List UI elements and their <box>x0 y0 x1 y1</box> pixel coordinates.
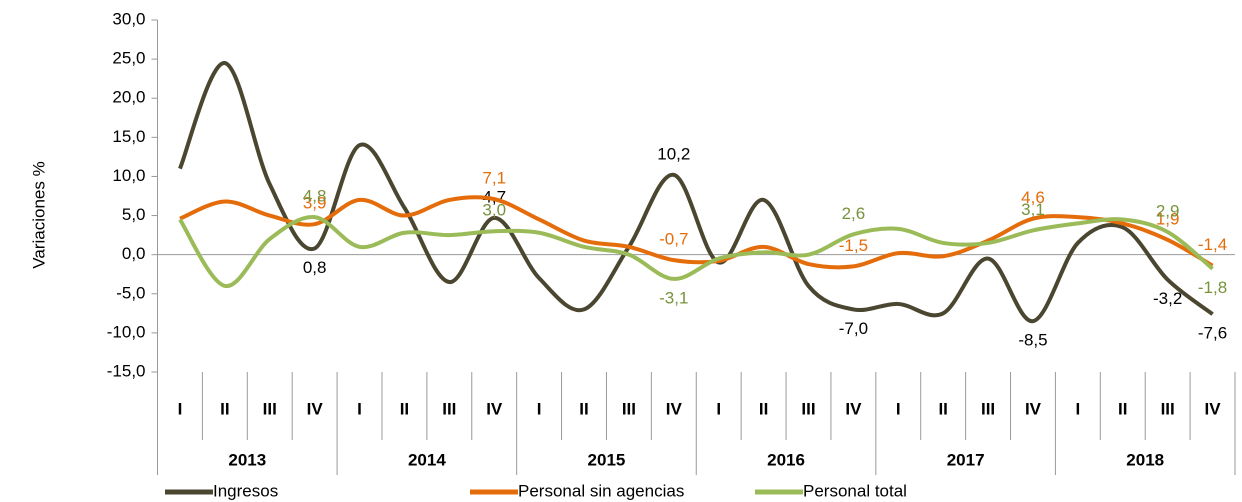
x-tick-label: IV <box>307 399 324 418</box>
x-tick-label: II <box>579 399 588 418</box>
data-label: -1,5 <box>839 236 868 255</box>
data-label: -3,1 <box>659 288 688 307</box>
series-line <box>178 61 1214 324</box>
x-tick-label: II <box>220 399 229 418</box>
x-tick-label: III <box>442 399 456 418</box>
y-tick-label: -10,0 <box>107 322 146 341</box>
data-label: -3,2 <box>1153 289 1182 308</box>
group-label: 2014 <box>408 450 446 469</box>
x-tick-label: IV <box>845 399 862 418</box>
y-tick-label: 5,0 <box>122 205 146 224</box>
y-tick-label: 20,0 <box>112 88 145 107</box>
data-label: -0,7 <box>659 230 688 249</box>
y-tick-label: 30,0 <box>112 9 145 28</box>
x-tick-label: III <box>1161 399 1175 418</box>
x-tick-label: I <box>357 399 362 418</box>
x-tick-label: II <box>759 399 768 418</box>
x-tick-label: I <box>1075 399 1080 418</box>
data-label: -7,6 <box>1198 324 1227 343</box>
series-line <box>178 215 1214 288</box>
data-label: 1,9 <box>1156 209 1180 228</box>
data-label: 0,8 <box>303 258 327 277</box>
data-label: 7,1 <box>482 169 506 188</box>
data-label: -1,4 <box>1198 235 1227 254</box>
legend-label: Personal total <box>803 481 907 500</box>
x-tick-label: III <box>263 399 277 418</box>
y-tick-label: 15,0 <box>112 127 145 146</box>
data-label: -8,5 <box>1018 331 1047 350</box>
x-tick-label: IV <box>486 399 503 418</box>
x-tick-label: III <box>981 399 995 418</box>
x-tick-label: I <box>896 399 901 418</box>
x-tick-label: II <box>400 399 409 418</box>
x-tick-label: III <box>622 399 636 418</box>
x-tick-label: I <box>716 399 721 418</box>
data-label: 10,2 <box>657 144 690 163</box>
x-tick-label: I <box>537 399 542 418</box>
data-label: 3,9 <box>303 194 327 213</box>
y-tick-label: 25,0 <box>112 49 145 68</box>
data-label: 4,8 <box>303 187 327 206</box>
x-tick-label: II <box>1118 399 1127 418</box>
y-tick-label: 0,0 <box>122 244 146 263</box>
group-label: 2015 <box>588 450 626 469</box>
group-label: 2013 <box>228 450 266 469</box>
x-tick-label: IV <box>1205 399 1222 418</box>
data-label: 2,6 <box>842 204 866 223</box>
y-tick-label: 10,0 <box>112 166 145 185</box>
x-tick-label: I <box>178 399 183 418</box>
data-label: 4,6 <box>1021 188 1045 207</box>
legend-label: Personal sin agencias <box>518 481 684 500</box>
y-axis-label: Variaciones % <box>29 161 48 268</box>
series-line <box>179 195 1214 270</box>
data-label: 3,0 <box>482 201 506 220</box>
x-tick-label: IV <box>666 399 683 418</box>
y-tick-label: -15,0 <box>107 361 146 380</box>
data-label: 3,1 <box>1021 200 1045 219</box>
x-tick-label: IV <box>1025 399 1042 418</box>
group-label: 2018 <box>1126 450 1164 469</box>
group-label: 2016 <box>767 450 805 469</box>
data-label: -7,0 <box>839 319 868 338</box>
group-label: 2017 <box>947 450 985 469</box>
x-tick-label: III <box>801 399 815 418</box>
legend-label: Ingresos <box>213 481 278 500</box>
data-label: 2,9 <box>1156 201 1180 220</box>
y-tick-label: -5,0 <box>116 283 145 302</box>
x-tick-label: II <box>938 399 947 418</box>
data-label: -1,8 <box>1198 278 1227 297</box>
